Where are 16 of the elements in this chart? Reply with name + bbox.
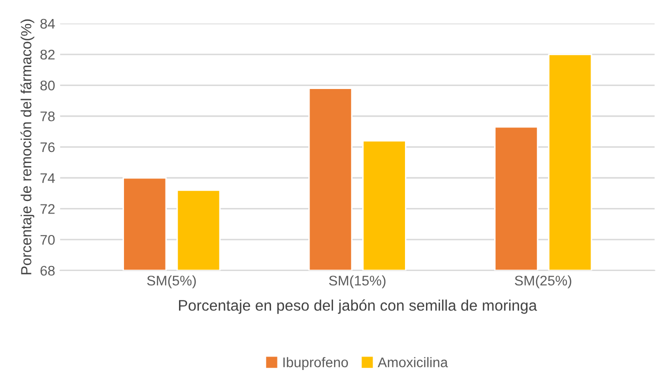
x-tick-label: SM(25%) bbox=[514, 275, 572, 288]
y-tick-label: 72 bbox=[40, 204, 55, 214]
y-tick-label: 82 bbox=[40, 50, 55, 60]
x-tick-label: SM(15%) bbox=[329, 275, 386, 288]
y-tick-label: 70 bbox=[40, 234, 55, 245]
y-tick-label: 76 bbox=[40, 142, 55, 152]
y-tick-label: 80 bbox=[40, 80, 55, 90]
x-axis-title: Porcentaje en peso del jabón con semilla de moringa bbox=[179, 299, 538, 314]
y-axis-title: Porcentaje de remoción del fármaco(%) bbox=[20, 19, 34, 274]
y-tick-label: 74 bbox=[40, 173, 55, 183]
y-tick-label: 78 bbox=[40, 111, 55, 122]
y-tick-label: 68 bbox=[40, 266, 55, 276]
legend-label: Amoxicilina bbox=[378, 357, 448, 368]
legend-label: Ibuprofeno bbox=[283, 357, 348, 370]
y-tick-label: 84 bbox=[40, 18, 55, 29]
x-tick-label: SM(5%) bbox=[147, 275, 196, 288]
